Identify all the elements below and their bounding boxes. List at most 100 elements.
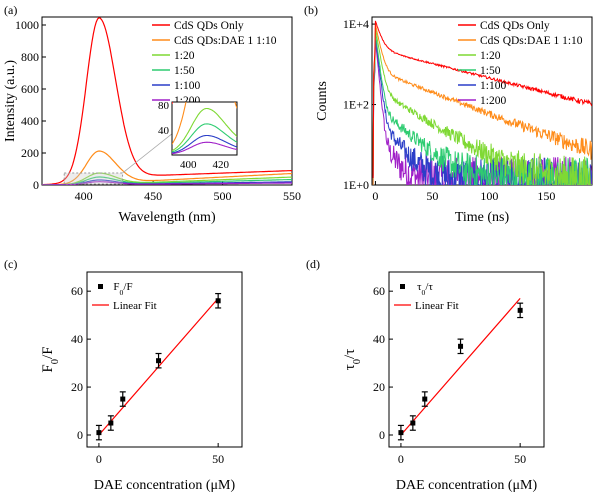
panel-c-point-0: [96, 430, 102, 436]
panel-b-legend-label: 1:50: [480, 65, 501, 77]
panel-a-legend-label: 1:100: [174, 80, 200, 92]
panel-b-legend-label: 1:20: [480, 50, 501, 62]
panel-b-series-0: [372, 20, 592, 179]
panel-b-legend-label: 1:200: [480, 95, 506, 107]
panel-c-legend: F0/F Linear Fit: [92, 281, 157, 312]
panel-a-legend: CdS QDs Only CdS QDs:DAE 1 1:10 1:20 1:50 1:…: [152, 20, 277, 107]
panel-d-ytick-label: 40: [373, 332, 385, 346]
panel-c-xlabel: DAE concentration (μM): [94, 478, 236, 493]
panel-a-ytick-label: 200: [21, 146, 39, 160]
panel-d-xtick-label: 0: [398, 452, 404, 466]
panel-d-point-1: [410, 420, 416, 426]
panel-d-ylabel: τ0/τ: [342, 349, 363, 370]
panel-c-legend-marker: [98, 284, 103, 289]
panel-a-ytick-label: 600: [21, 82, 39, 96]
panel-c-legend-label: Linear Fit: [113, 300, 157, 312]
panel-a-ytick-label: 0: [33, 178, 39, 192]
panel-c-point-2: [120, 396, 126, 402]
panel-b: (b) 0 50 100 150 1E+0 1E+2 1E+4 Time (ns) Counts C…: [304, 3, 593, 225]
panel-c-xtick-label: 0: [96, 452, 102, 466]
panel-a-ytick-label: 400: [21, 114, 39, 128]
panel-a-inset-ytick-label: 40: [158, 125, 170, 137]
panel-a-zoom-connector: [122, 133, 173, 174]
panel-c-ytick-label: 60: [71, 284, 83, 298]
panel-b-xtick-label: 100: [480, 189, 498, 203]
panel-a-series-1: [42, 150, 292, 185]
panel-a-inset-series-1: [172, 102, 237, 145]
panel-a-inset-series-3: [172, 123, 237, 153]
panel-d-point-2: [422, 396, 428, 402]
panel-c-label: (c): [4, 257, 17, 271]
panel-d-axes: [388, 271, 545, 448]
panel-a-series-2: [42, 172, 292, 185]
panel-a-inset: 400 420 40 80: [158, 100, 238, 171]
panel-d-ytick-label: 60: [373, 284, 385, 298]
panel-a-inset-axes: [171, 101, 238, 156]
panel-b-series-2: [372, 27, 592, 185]
panel-d-legend-marker: [400, 284, 405, 289]
panel-c-ytick-label: 40: [71, 332, 83, 346]
panel-a-legend-label: 1:20: [174, 50, 195, 62]
panel-c-xtick-label: 50: [212, 452, 224, 466]
panel-a-xtick-label: 500: [214, 189, 232, 203]
panel-a-ytick-label: 800: [21, 50, 39, 64]
panel-d-xtick-label: 50: [514, 452, 526, 466]
panel-b-legend-label: CdS QDs Only: [480, 20, 550, 32]
panel-c-axes: [86, 271, 243, 448]
panel-a-legend-label: CdS QDs:DAE 1 1:10: [174, 35, 277, 47]
panel-a-inset-ytick-label: 80: [158, 100, 170, 112]
panel-c-point-1: [108, 420, 114, 426]
panel-b-legend: CdS QDs Only CdS QDs:DAE 1 1:10 1:20 1:50 1:…: [458, 20, 583, 107]
panel-a-legend-label: CdS QDs Only: [174, 20, 244, 32]
panel-c-point-3: [156, 358, 162, 364]
panel-a-label: (a): [4, 3, 17, 17]
panel-b-series-4: [372, 36, 592, 185]
panel-d-ytick-label: 20: [373, 380, 385, 394]
panel-b-ytick-label: 1E+0: [343, 178, 369, 192]
panel-a-series-5: [42, 181, 292, 185]
panel-a: (a) 400 450 500 550 0 200 400 600 800 1000 Waveleng…: [3, 3, 301, 225]
panel-a-xlabel: Wavelength (nm): [118, 210, 216, 225]
panel-d-label: (d): [306, 257, 320, 271]
panel-c-ylabel: F0/F: [40, 346, 61, 372]
panel-a-axes: [41, 16, 293, 186]
panel-b-xtick-label: 50: [426, 189, 438, 203]
panel-c-legend-label: F0/F: [113, 281, 132, 297]
panel-a-series-0: [42, 17, 292, 185]
panel-d-legend-label: Linear Fit: [415, 300, 459, 312]
panel-d: (d) 0 50 0 20 40 60 DAE concentration (μM) τ0/τ τ…: [306, 257, 545, 493]
panel-a-inset-series-5: [172, 141, 237, 155]
panel-d-legend-label: τ0/τ: [417, 281, 433, 297]
panel-d-xlabel: DAE concentration (μM): [396, 478, 538, 493]
panel-b-series-1: [372, 24, 592, 185]
panel-a-xtick-label: 400: [75, 189, 93, 203]
panel-b-ytick-label: 1E+4: [343, 17, 369, 31]
panel-d-point-3: [458, 343, 464, 349]
panel-b-legend-label: 1:100: [480, 80, 506, 92]
panel-b-legend-label: CdS QDs:DAE 1 1:10: [480, 35, 583, 47]
panel-a-inset-series-2: [172, 107, 237, 152]
panel-a-ytick-label: 1000: [15, 18, 39, 32]
panel-b-xlabel: Time (ns): [455, 210, 510, 225]
panel-b-curves: [372, 20, 592, 185]
panel-b-xtick-label: 0: [372, 189, 378, 203]
panel-a-legend-label: 1:50: [174, 65, 195, 77]
panel-a-xtick-label: 450: [144, 189, 162, 203]
panel-c-ytick-label: 20: [71, 380, 83, 394]
panel-d-point-0: [398, 430, 404, 436]
panel-a-inset-xtick-label: 400: [180, 159, 197, 171]
panel-a-inset-series-4: [172, 134, 237, 154]
panel-b-label: (b): [304, 3, 318, 17]
panel-a-inset-xtick-label: 420: [213, 159, 230, 171]
panel-c-ytick-label: 0: [77, 428, 83, 442]
panel-a-series-3: [42, 176, 292, 185]
panel-a-curves: [42, 17, 292, 185]
panel-a-inset-curves: [172, 102, 237, 155]
panel-b-xtick-label: 150: [537, 189, 555, 203]
panel-a-xtick-label: 550: [283, 189, 301, 203]
panel-d-ytick-label: 0: [379, 428, 385, 442]
panel-d-point-4: [517, 307, 523, 313]
panel-b-ytick-label: 1E+2: [343, 98, 369, 112]
